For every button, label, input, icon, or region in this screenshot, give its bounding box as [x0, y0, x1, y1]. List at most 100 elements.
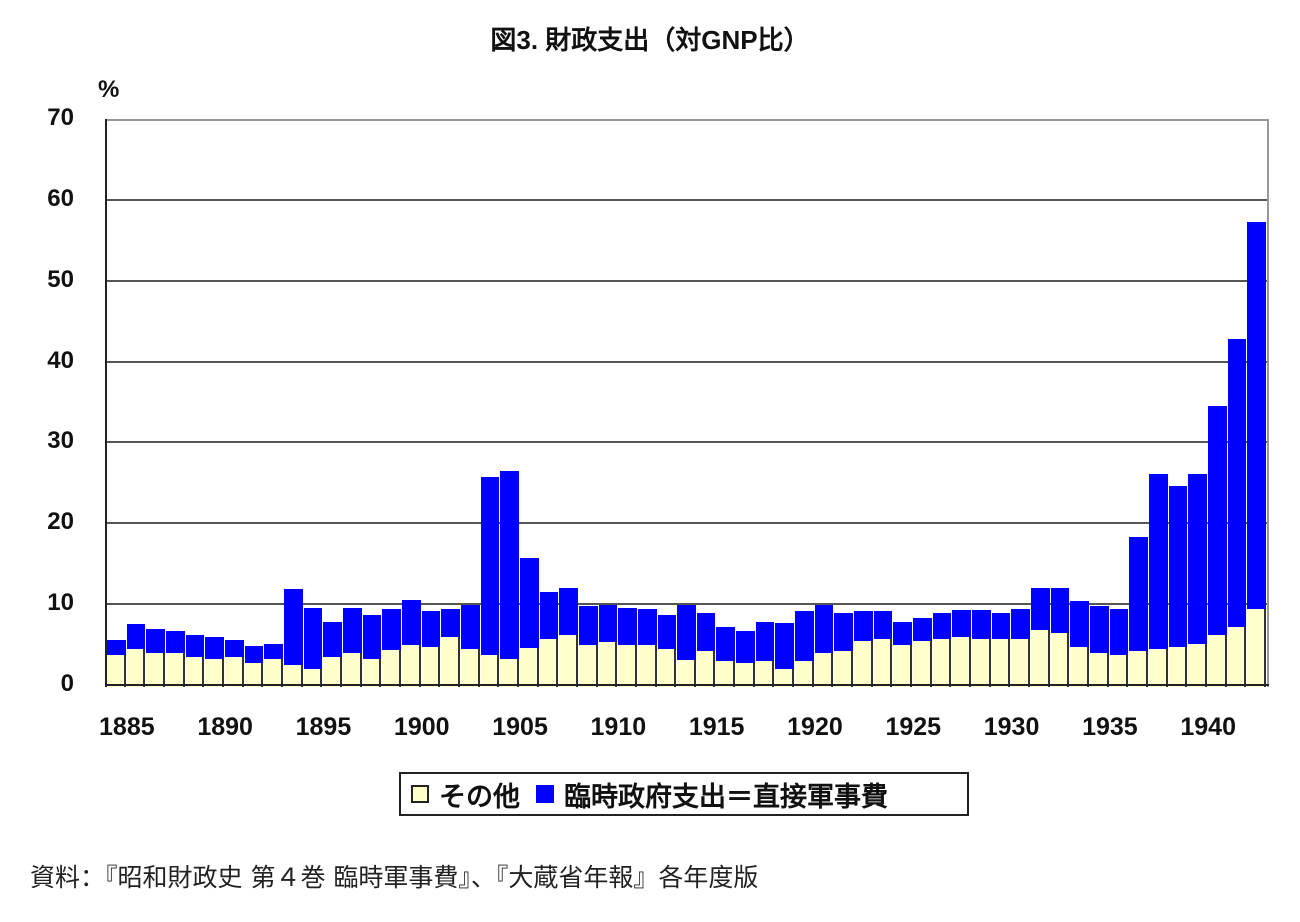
- bar-1932: [1031, 587, 1051, 687]
- gridline: [107, 603, 1267, 606]
- bar-1940: [1188, 473, 1208, 687]
- bar-segment-military: [559, 587, 578, 636]
- bar-1908: [559, 587, 579, 687]
- legend-label-other: その他: [439, 781, 520, 812]
- bar-segment-other: [834, 650, 854, 687]
- gridline: [107, 279, 1267, 282]
- bar-1917: [736, 631, 756, 687]
- bar-segment-other: [1031, 629, 1050, 687]
- bar-segment-military: [913, 618, 932, 641]
- bar-1888: [165, 631, 186, 687]
- bar-segment-military: [283, 589, 303, 666]
- bar-segment-military: [952, 610, 972, 637]
- bar-segment-other: [1247, 609, 1266, 687]
- bar-segment-other: [795, 661, 814, 687]
- x-tick-label: 1885: [99, 713, 155, 741]
- bar-segment-other: [559, 635, 578, 687]
- bar-segment-military: [224, 640, 244, 658]
- bar-segment-military: [775, 623, 795, 670]
- x-tick-label: 1910: [590, 713, 647, 741]
- bar-segment-military: [795, 611, 814, 662]
- bar-segment-other: [165, 653, 185, 687]
- bar-segment-other: [618, 644, 637, 687]
- bar-segment-military: [323, 622, 342, 658]
- bar-segment-military: [362, 615, 382, 659]
- bar-segment-other: [775, 669, 795, 687]
- bar-1936: [1109, 609, 1130, 687]
- bar-segment-military: [1011, 609, 1031, 640]
- bar-segment-other: [972, 639, 991, 687]
- bar-segment-other: [952, 636, 972, 687]
- bar-1928: [952, 610, 972, 687]
- bar-segment-other: [323, 657, 342, 687]
- bar-segment-military: [205, 636, 224, 659]
- y-axis-line: [105, 119, 107, 687]
- bar-1941: [1208, 406, 1228, 687]
- bar-segment-military: [578, 606, 598, 645]
- bar-1920: [795, 611, 815, 687]
- bar-1924: [873, 611, 894, 687]
- bar-1914: [677, 604, 697, 687]
- bar-segment-military: [401, 599, 421, 645]
- bar-1891: [224, 640, 245, 687]
- bar-segment-other: [205, 658, 224, 687]
- bar-1911: [618, 607, 638, 687]
- bar-segment-military: [716, 627, 736, 662]
- bar-1903: [460, 605, 481, 687]
- bar-segment-other: [677, 659, 696, 687]
- bar-segment-military: [500, 471, 519, 659]
- bar-segment-other: [1149, 649, 1168, 687]
- bar-segment-military: [814, 604, 834, 654]
- bar-1935: [1090, 606, 1110, 687]
- bar-1912: [637, 608, 658, 687]
- bar-1899: [382, 609, 402, 687]
- bar-segment-other: [578, 644, 598, 687]
- bar-segment-other: [1109, 655, 1129, 687]
- bar-segment-other: [1050, 632, 1070, 687]
- bar-1893: [264, 644, 284, 687]
- bar-segment-other: [264, 658, 283, 687]
- x-tick-label: 1905: [492, 713, 548, 741]
- legend: その他 臨時政府支出＝直接軍事費: [399, 772, 969, 816]
- bar-segment-military: [539, 591, 559, 640]
- chart-title: 図3. 財政支出（対GNP比）: [490, 25, 810, 55]
- bar-1931: [1011, 609, 1031, 687]
- bar-1923: [854, 611, 874, 687]
- bar-segment-other: [283, 665, 303, 687]
- bar-segment-military: [1247, 222, 1266, 610]
- bar-segment-other: [755, 661, 775, 687]
- bar-1887: [146, 628, 166, 687]
- bar-segment-other: [932, 639, 952, 687]
- bar-1925: [893, 622, 913, 687]
- source-note: 資料：『昭和財政史 第４巻 臨時軍事費』、『大蔵省年報』各年度版: [30, 863, 759, 892]
- bar-1886: [126, 623, 147, 687]
- x-tick-label: 1920: [787, 713, 843, 741]
- bar-segment-other: [342, 653, 362, 687]
- bar-1929: [972, 610, 992, 687]
- bar-segment-other: [441, 636, 460, 687]
- bar-segment-military: [165, 631, 185, 654]
- bar-1937: [1129, 537, 1149, 687]
- bar-1904: [480, 476, 501, 687]
- bar-segment-military: [382, 609, 401, 650]
- bar-segment-military: [873, 611, 893, 640]
- bar-segment-other: [1011, 639, 1031, 687]
- bar-segment-military: [107, 640, 126, 656]
- x-tick-label: 1890: [197, 713, 253, 741]
- bar-segment-other: [500, 658, 519, 687]
- bar-segment-other: [244, 662, 264, 687]
- bar-1934: [1070, 601, 1090, 687]
- bar-1890: [205, 636, 225, 687]
- bar-segment-military: [441, 609, 460, 637]
- bar-segment-military: [972, 610, 991, 640]
- bar-segment-other: [873, 639, 893, 687]
- bar-segment-other: [736, 662, 755, 687]
- legend-swatch-military: [536, 785, 554, 803]
- bar-segment-other: [1129, 650, 1149, 687]
- bar-segment-military: [480, 476, 500, 656]
- bar-segment-military: [1090, 606, 1109, 654]
- bar-segment-military: [1050, 588, 1070, 633]
- bar-segment-other: [637, 644, 657, 687]
- bar-segment-military: [1168, 485, 1188, 648]
- bar-1909: [578, 606, 599, 687]
